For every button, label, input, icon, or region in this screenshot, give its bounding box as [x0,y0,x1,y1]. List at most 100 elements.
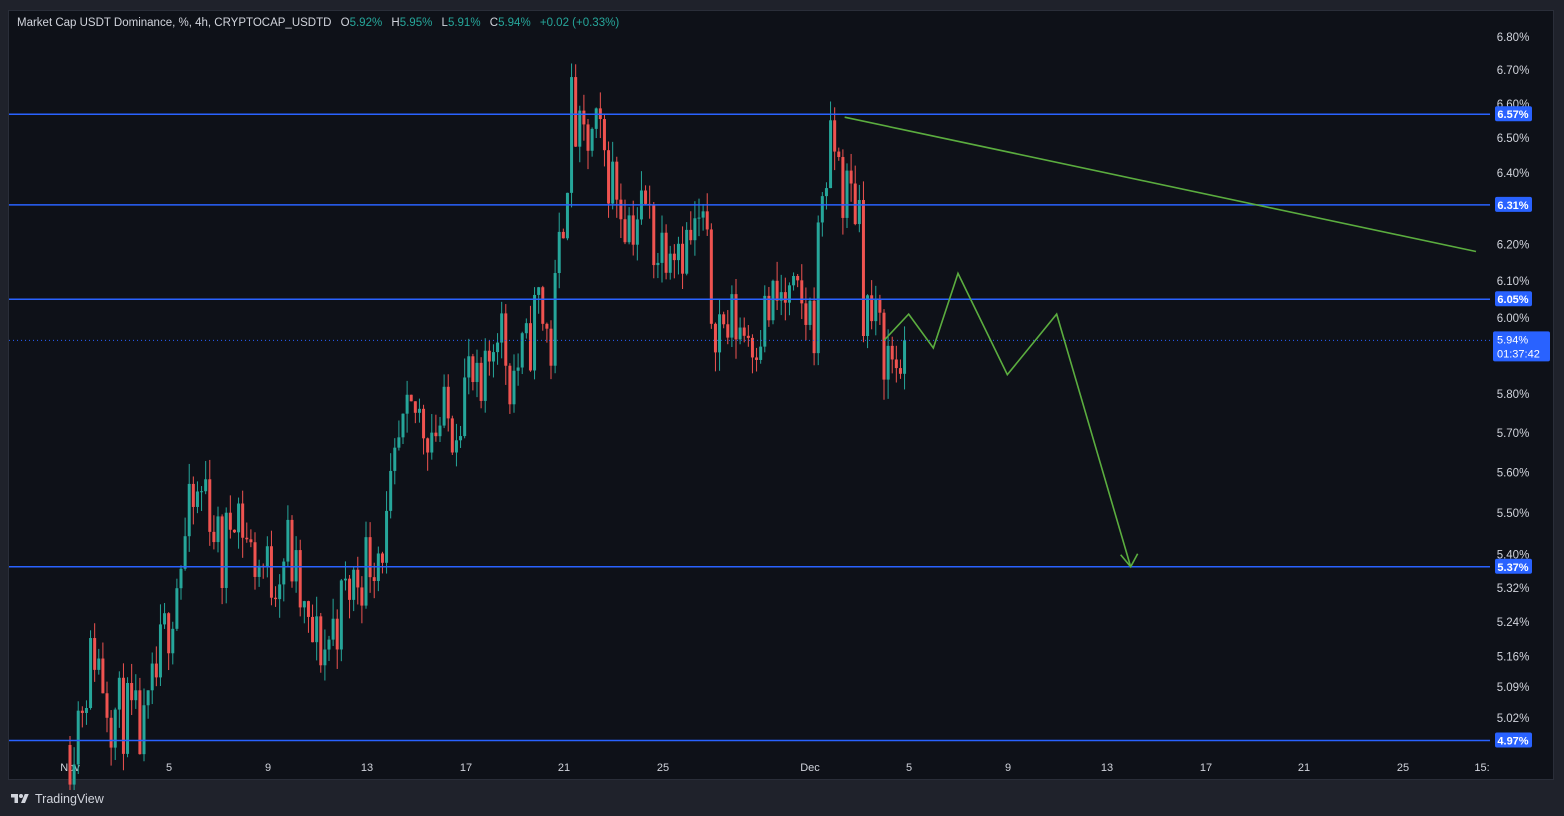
candle-body-down[interactable] [644,190,648,204]
candle-body-up[interactable] [500,313,504,343]
candle-body-down[interactable] [586,124,590,151]
candle-body-down[interactable] [504,313,508,366]
candle-body-up[interactable] [286,519,290,562]
candle-body-down[interactable] [319,616,323,666]
candle-body-up[interactable] [763,295,767,347]
candle-body-up[interactable] [442,386,446,426]
candle-body-up[interactable] [352,569,356,600]
candle-body-up[interactable] [483,350,487,401]
candle-body-up[interactable] [459,436,463,441]
candle-body-down[interactable] [734,294,738,340]
candle-body-down[interactable] [755,357,759,360]
candle-body-down[interactable] [208,479,212,532]
candle-body-up[interactable] [385,510,389,563]
candle-body-up[interactable] [294,550,298,582]
candle-body-up[interactable] [454,440,458,453]
candle-body-down[interactable] [228,512,232,530]
candle-body-down[interactable] [80,710,84,713]
candle-body-up[interactable] [820,196,824,223]
candle-body-up[interactable] [405,394,409,414]
candle-body-down[interactable] [837,151,841,158]
candle-body-down[interactable] [652,205,656,266]
candle-body-up[interactable] [570,77,574,193]
candle-body-up[interactable] [84,707,88,713]
candle-body-down[interactable] [105,693,109,718]
candle-body-down[interactable] [290,519,294,582]
candle-body-up[interactable] [364,537,368,606]
candle-body-down[interactable] [726,324,730,338]
candle-body-down[interactable] [422,408,426,439]
candle-body-down[interactable] [306,601,310,617]
candle-body-down[interactable] [426,438,430,453]
candle-body-down[interactable] [800,280,804,304]
candle-body-down[interactable] [709,229,713,324]
candle-body-up[interactable] [792,275,796,286]
candle-body-down[interactable] [528,323,532,371]
candle-body-up[interactable] [257,565,261,577]
candle-body-down[interactable] [878,299,882,313]
candle-body-up[interactable] [183,536,187,569]
candle-body-up[interactable] [660,232,664,263]
candle-body-up[interactable] [146,690,150,706]
candle-body-down[interactable] [713,323,717,353]
candle-body-down[interactable] [861,199,865,337]
candle-body-up[interactable] [175,588,179,629]
candle-body-up[interactable] [89,638,93,708]
candle-body-down[interactable] [894,359,898,369]
candle-body-up[interactable] [874,299,878,322]
candle-body-down[interactable] [841,157,845,218]
candle-body-down[interactable] [450,418,454,453]
candle-body-down[interactable] [775,280,779,301]
candle-body-down[interactable] [409,394,413,402]
candle-body-down[interactable] [356,569,360,588]
candle-body-down[interactable] [487,350,491,362]
candle-body-up[interactable] [779,292,783,301]
candle-body-down[interactable] [471,356,475,383]
candle-body-down[interactable] [615,161,619,200]
candle-body-down[interactable] [212,531,216,543]
candle-body-down[interactable] [796,275,800,281]
candle-body-down[interactable] [549,328,553,366]
candle-body-up[interactable] [158,624,162,678]
candle-body-down[interactable] [253,542,257,577]
candle-body-up[interactable] [265,546,269,567]
candle-body-up[interactable] [594,108,598,129]
candle-body-down[interactable] [479,362,483,401]
candle-body-up[interactable] [718,314,722,353]
candle-body-up[interactable] [903,340,907,374]
candle-body-down[interactable] [508,365,512,405]
candle-body-up[interactable] [179,568,183,589]
candle-body-up[interactable] [866,295,870,337]
candle-body-down[interactable] [360,587,364,606]
candle-body-down[interactable] [101,658,105,694]
candle-body-up[interactable] [389,470,393,511]
candle-body-up[interactable] [278,584,282,600]
candle-body-up[interactable] [578,110,582,147]
candle-body-down[interactable] [853,183,857,225]
candle-body-down[interactable] [434,432,438,437]
candle-body-up[interactable] [401,413,405,438]
candle-body-up[interactable] [537,287,541,295]
candle-body-down[interactable] [890,345,894,360]
candle-body-up[interactable] [635,219,639,245]
candle-body-down[interactable] [619,199,623,220]
candle-body-up[interactable] [438,425,442,437]
candle-body-up[interactable] [237,503,241,533]
candle-body-up[interactable] [824,188,828,197]
candle-body-down[interactable] [705,211,709,230]
candle-body-up[interactable] [611,161,615,204]
candle-body-down[interactable] [121,677,125,754]
candle-body-down[interactable] [413,401,417,413]
candle-body-down[interactable] [812,300,816,354]
candle-body-up[interactable] [343,578,347,581]
candle-body-down[interactable] [623,219,627,243]
candle-body-up[interactable] [685,229,689,274]
candle-body-up[interactable] [475,362,479,383]
candle-body-down[interactable] [167,613,171,654]
candle-body-down[interactable] [232,529,236,533]
candle-body-down[interactable] [249,539,253,543]
candle-body-down[interactable] [746,335,750,338]
candle-body-up[interactable] [200,491,204,493]
candle-body-up[interactable] [656,262,660,266]
candle-body-down[interactable] [689,229,693,241]
